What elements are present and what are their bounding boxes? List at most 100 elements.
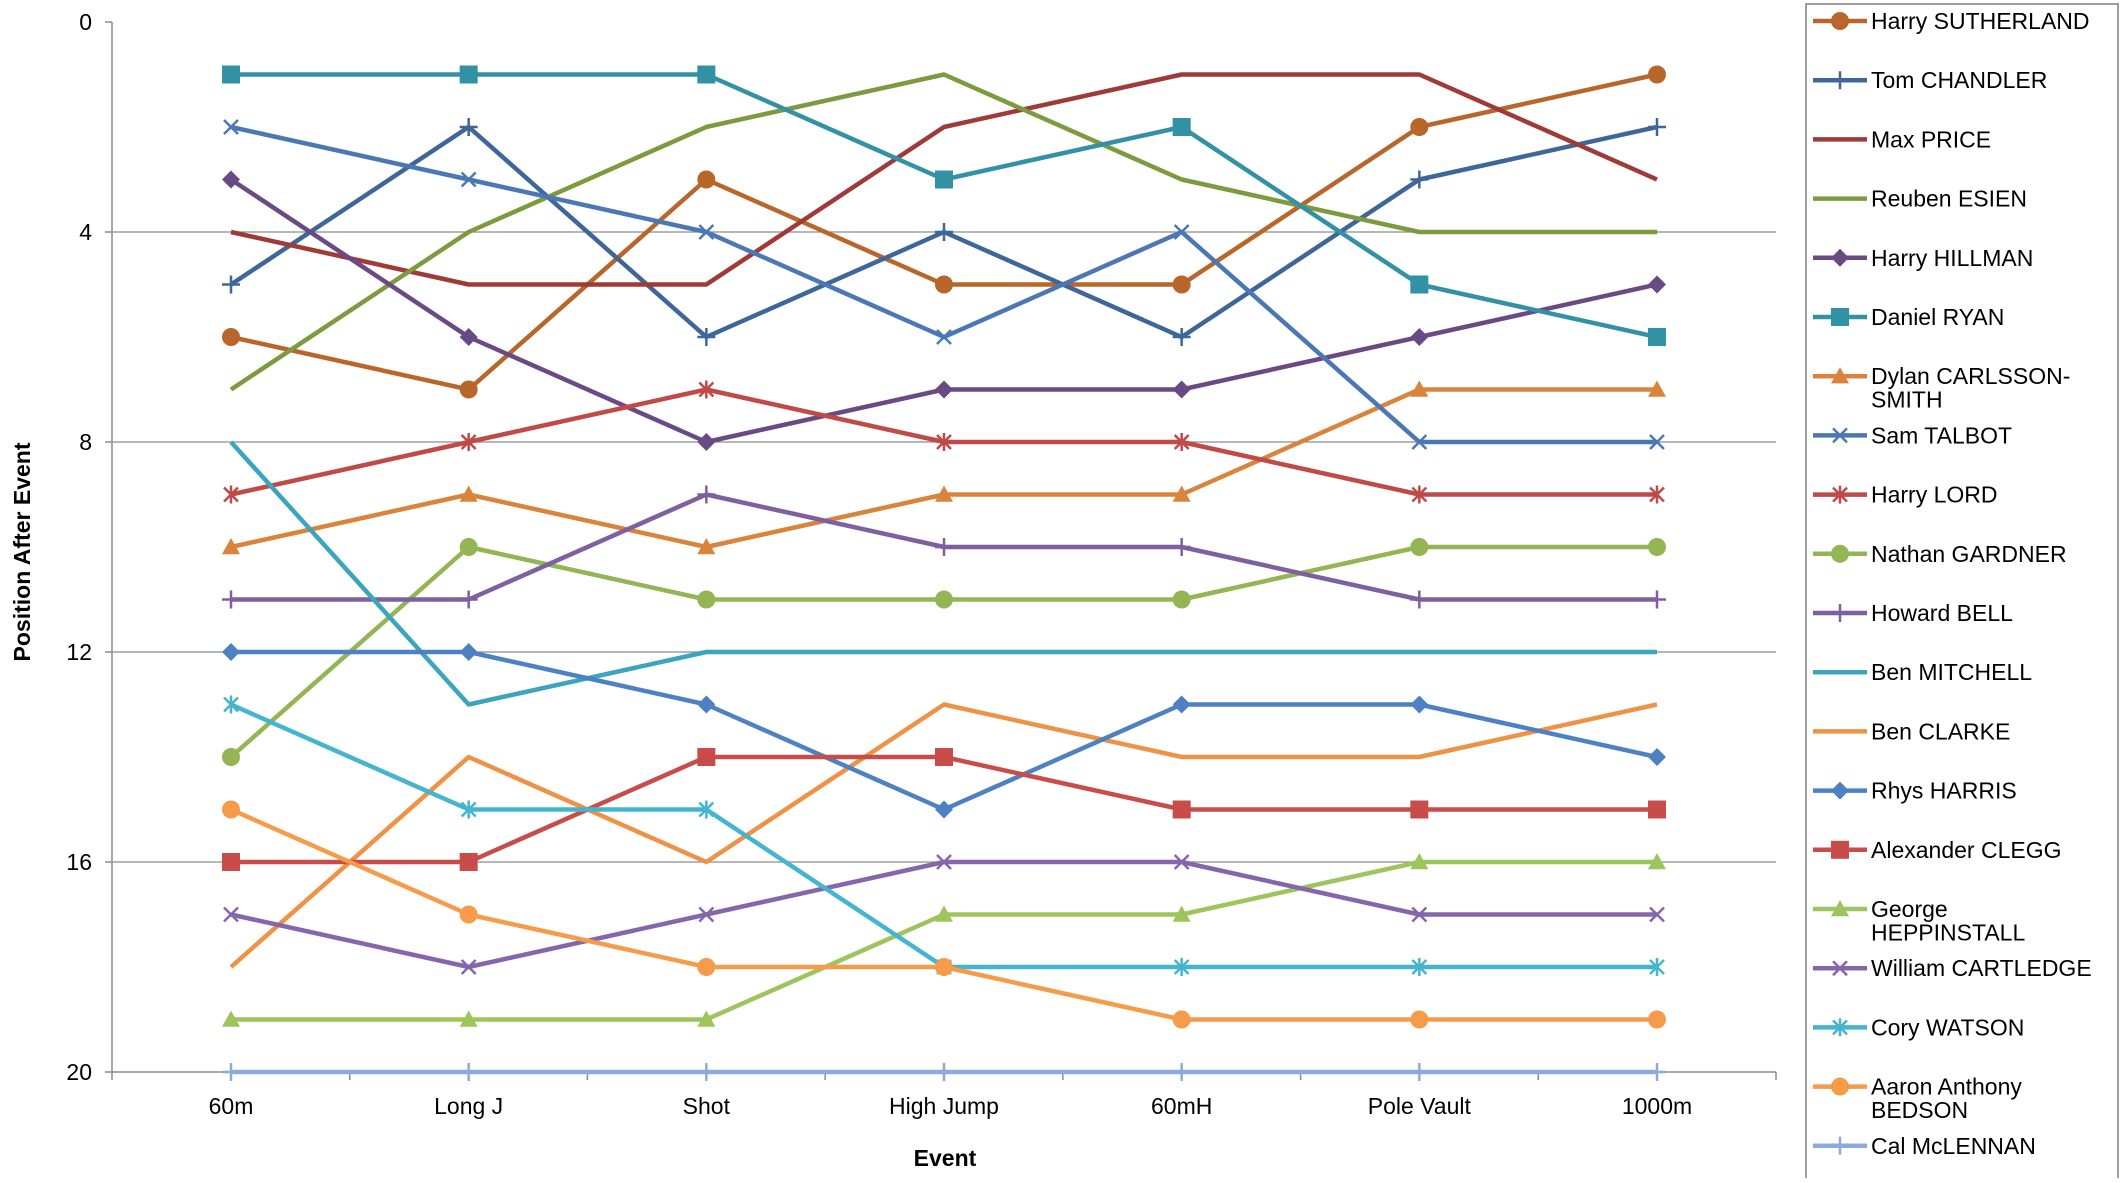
legend-swatch-marker <box>1831 248 1849 267</box>
data-point <box>1648 853 1666 870</box>
data-point <box>935 958 953 976</box>
data-point <box>1172 538 1191 556</box>
data-point <box>222 748 240 766</box>
data-point <box>935 275 953 294</box>
legend-label: Cory WATSON <box>1871 1014 2024 1040</box>
legend-swatch-marker <box>1831 840 1849 859</box>
legend-label-line: Howard BELL <box>1871 600 2013 626</box>
data-point <box>222 538 240 555</box>
legend-item: Aaron Anthony BEDSON <box>1813 1074 2022 1124</box>
data-point <box>223 695 239 714</box>
data-point <box>460 959 477 975</box>
data-point <box>936 854 952 870</box>
data-point <box>459 328 478 346</box>
data-point <box>697 170 716 189</box>
series-line <box>230 72 1658 287</box>
y-tick-label: 16 <box>66 849 92 875</box>
x-tick-label: 60mH <box>1151 1093 1212 1119</box>
x-tick-label: Pole Vault <box>1368 1093 1472 1119</box>
data-point <box>697 65 716 84</box>
x-tick-label: 1000m <box>1622 1093 1692 1119</box>
data-point <box>1410 853 1429 870</box>
data-point <box>1173 224 1190 240</box>
data-point <box>697 485 716 504</box>
data-point <box>697 538 716 555</box>
legend-label-line: Rhys HARRIS <box>1871 778 2017 804</box>
data-point <box>697 328 716 346</box>
data-point <box>222 65 240 84</box>
data-point <box>1648 590 1666 609</box>
data-point <box>697 590 716 609</box>
data-point <box>698 224 715 240</box>
data-point <box>459 590 478 609</box>
data-point <box>697 958 716 976</box>
data-point <box>1648 118 1666 136</box>
legend-label-line: Cory WATSON <box>1871 1014 2024 1040</box>
legend-item: George HEPPINSTALL <box>1813 896 2025 946</box>
legend-swatch-marker <box>1831 604 1849 622</box>
legend-frame <box>1805 3 2119 1183</box>
data-point <box>1410 328 1429 346</box>
series-line <box>229 702 1658 969</box>
series-line <box>230 702 1657 970</box>
y-tick-label: 4 <box>79 219 92 245</box>
legend-label-line: HEPPINSTALL <box>1871 920 2025 946</box>
legend-label-line: Harry LORD <box>1871 482 1998 508</box>
legend-label: Sam TALBOT <box>1871 422 2012 448</box>
data-point <box>1648 1010 1666 1029</box>
data-point <box>1410 380 1429 397</box>
data-point <box>1410 800 1429 819</box>
legend-label-line: Aaron Anthony <box>1871 1074 2022 1100</box>
data-point <box>1410 538 1429 556</box>
data-point <box>459 65 478 84</box>
legend-label-line: Alexander CLEGG <box>1871 837 2061 863</box>
y-tick-label: 8 <box>79 429 92 455</box>
legend-label: Aaron Anthony BEDSON <box>1871 1074 2022 1124</box>
series-line <box>229 72 1657 392</box>
data-point <box>935 223 953 241</box>
legend-label-line: Ben MITCHELL <box>1871 659 2032 685</box>
legend-swatch-marker <box>1831 1077 1849 1096</box>
data-point <box>1649 485 1665 504</box>
data-point <box>1411 485 1428 504</box>
data-point <box>222 1063 240 1081</box>
legend-item: Nathan GARDNER <box>1813 541 2067 567</box>
data-point <box>1410 1010 1429 1029</box>
data-point <box>459 643 478 661</box>
data-point <box>1172 905 1191 922</box>
legend-item: Howard BELL <box>1813 600 2013 626</box>
data-point <box>459 538 478 556</box>
legend-item: Ben MITCHELL <box>1813 659 2032 685</box>
legend-swatch-marker <box>1831 900 1849 917</box>
data-point <box>935 485 953 502</box>
series-line <box>229 440 1657 707</box>
legend-label: William CARTLEDGE <box>1871 955 2092 981</box>
data-point <box>459 118 478 136</box>
data-point <box>697 433 716 451</box>
x-tick-label: Shot <box>683 1093 731 1119</box>
legend-item: Ben CLARKE <box>1813 718 2010 744</box>
legend-label: Max PRICE <box>1871 126 1991 152</box>
legend-label-line: Max PRICE <box>1871 126 1991 152</box>
legend-label: Harry SUTHERLAND <box>1871 8 2090 34</box>
data-point <box>936 433 952 451</box>
series-line <box>231 72 1658 340</box>
data-point <box>935 800 953 819</box>
data-point <box>459 1063 478 1081</box>
legend-item: William CARTLEDGE <box>1813 955 2092 981</box>
y-axis-title: Position After Event <box>9 442 35 661</box>
legend-label-line: Reuben ESIEN <box>1871 186 2027 212</box>
legend-item: Alexander CLEGG <box>1813 837 2061 863</box>
data-point <box>1172 800 1191 819</box>
y-tick-label: 20 <box>66 1059 92 1085</box>
legend-item: Reuben ESIEN <box>1813 186 2027 212</box>
data-point <box>935 590 953 609</box>
data-point <box>1648 275 1666 294</box>
data-point <box>460 800 477 819</box>
legend-label-line: Tom CHANDLER <box>1871 67 2047 93</box>
data-point <box>697 1010 716 1027</box>
data-point <box>222 275 240 294</box>
data-point <box>222 800 240 819</box>
data-point <box>698 906 715 923</box>
